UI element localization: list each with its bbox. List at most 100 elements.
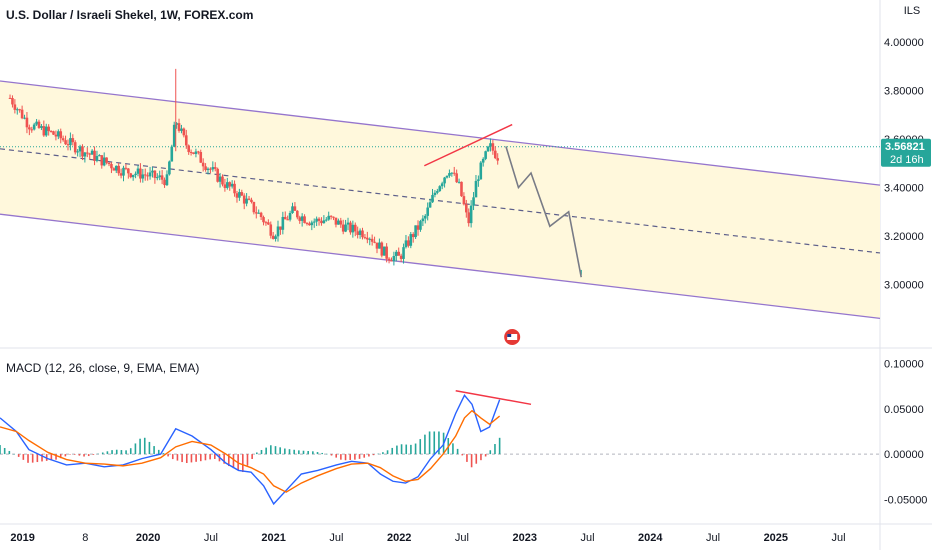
candle-body[interactable]	[250, 199, 253, 202]
candle-body[interactable]	[233, 183, 236, 194]
candle-body[interactable]	[361, 230, 364, 238]
candle-body[interactable]	[199, 152, 203, 163]
candle-body[interactable]	[353, 224, 357, 232]
candle-body[interactable]	[40, 126, 43, 128]
candle-body[interactable]	[491, 143, 495, 151]
candle-body[interactable]	[305, 222, 309, 224]
candle-body[interactable]	[30, 129, 34, 131]
candle-body[interactable]	[47, 126, 50, 131]
candle-body[interactable]	[182, 128, 186, 136]
candle-body[interactable]	[153, 170, 157, 178]
candle-body[interactable]	[291, 206, 294, 213]
candle-body[interactable]	[262, 217, 265, 223]
candle-body[interactable]	[143, 174, 147, 176]
candle-body[interactable]	[419, 221, 422, 230]
candle-body[interactable]	[148, 172, 152, 177]
candle-body[interactable]	[151, 170, 154, 173]
candle-body[interactable]	[11, 98, 14, 105]
candle-body[interactable]	[296, 210, 299, 218]
candle-body[interactable]	[44, 126, 48, 136]
candle-body[interactable]	[64, 140, 67, 145]
candle-body[interactable]	[42, 126, 46, 136]
candle-body[interactable]	[131, 174, 135, 178]
channel-median-line[interactable]	[0, 148, 881, 254]
candle-body[interactable]	[95, 156, 99, 161]
candle-body[interactable]	[124, 167, 128, 169]
candle-body[interactable]	[129, 173, 133, 178]
candle-body[interactable]	[339, 220, 343, 225]
candle-body[interactable]	[206, 168, 210, 171]
candle-body[interactable]	[168, 161, 171, 175]
candle-body[interactable]	[428, 202, 432, 208]
candle-body[interactable]	[293, 206, 297, 211]
candle-body[interactable]	[356, 231, 359, 235]
candle-body[interactable]	[59, 131, 63, 139]
candle-body[interactable]	[457, 181, 461, 183]
candle-body[interactable]	[107, 162, 111, 164]
candle-body[interactable]	[281, 216, 285, 230]
candle-body[interactable]	[259, 212, 263, 218]
candle-body[interactable]	[102, 157, 106, 166]
candle-body[interactable]	[71, 138, 75, 143]
time-axis[interactable]: 2019 8 2020 Jul 2021 Jul 2022 Jul 2023 Jul 2024 Jul…	[10, 532, 845, 544]
candle-body[interactable]	[93, 150, 96, 161]
candle-body[interactable]	[433, 192, 437, 195]
candle-body[interactable]	[324, 219, 328, 221]
candle-body[interactable]	[378, 242, 381, 249]
candle-body[interactable]	[467, 212, 471, 224]
candle-body[interactable]	[334, 217, 338, 225]
candle-body[interactable]	[385, 246, 388, 259]
candle-body[interactable]	[73, 142, 77, 153]
candle-body[interactable]	[49, 130, 53, 132]
candle-body[interactable]	[226, 182, 229, 188]
candle-body[interactable]	[368, 238, 372, 240]
candle-body[interactable]	[288, 212, 292, 220]
candle-body[interactable]	[194, 151, 198, 154]
resistance-trendline[interactable]	[423, 123, 513, 167]
candle-body[interactable]	[66, 144, 70, 146]
candle-body[interactable]	[100, 155, 104, 166]
candle-body[interactable]	[146, 175, 149, 177]
candle-body[interactable]	[110, 163, 113, 169]
candle-body[interactable]	[201, 162, 205, 167]
candle-body[interactable]	[308, 223, 311, 226]
candle-body[interactable]	[332, 216, 335, 218]
candle-body[interactable]	[469, 205, 473, 224]
candle-body[interactable]	[450, 172, 454, 174]
candle-body[interactable]	[303, 216, 306, 223]
candle-body[interactable]	[271, 235, 275, 239]
candle-body[interactable]	[25, 117, 29, 128]
candle-body[interactable]	[117, 165, 120, 174]
candle-body[interactable]	[484, 151, 487, 159]
candle-body[interactable]	[28, 127, 31, 130]
candle-body[interactable]	[455, 173, 458, 183]
candle-body[interactable]	[358, 230, 362, 235]
candle-body[interactable]	[122, 167, 125, 176]
candle-body[interactable]	[13, 104, 17, 110]
candle-body[interactable]	[160, 175, 164, 180]
candle-body[interactable]	[228, 182, 232, 187]
candle-body[interactable]	[90, 150, 94, 155]
candle-body[interactable]	[141, 174, 145, 179]
candle-body[interactable]	[8, 97, 12, 99]
candle-body[interactable]	[276, 226, 280, 237]
candle-body[interactable]	[257, 212, 260, 214]
candle-body[interactable]	[317, 218, 321, 221]
candle-body[interactable]	[426, 207, 429, 216]
candle-body[interactable]	[180, 128, 183, 131]
macd-pane[interactable]	[0, 389, 880, 506]
candle-body[interactable]	[481, 158, 485, 163]
candle-body[interactable]	[221, 176, 224, 185]
candle-body[interactable]	[238, 192, 241, 198]
projection-path[interactable]	[505, 146, 583, 278]
candle-body[interactable]	[165, 174, 169, 186]
candle-body[interactable]	[414, 225, 417, 238]
candle-body[interactable]	[390, 260, 393, 262]
candle-body[interactable]	[112, 168, 116, 171]
candle-body[interactable]	[267, 222, 270, 225]
candle-body[interactable]	[54, 134, 58, 137]
candle-body[interactable]	[312, 221, 316, 223]
candle-body[interactable]	[283, 216, 287, 220]
candle-body[interactable]	[421, 218, 425, 222]
